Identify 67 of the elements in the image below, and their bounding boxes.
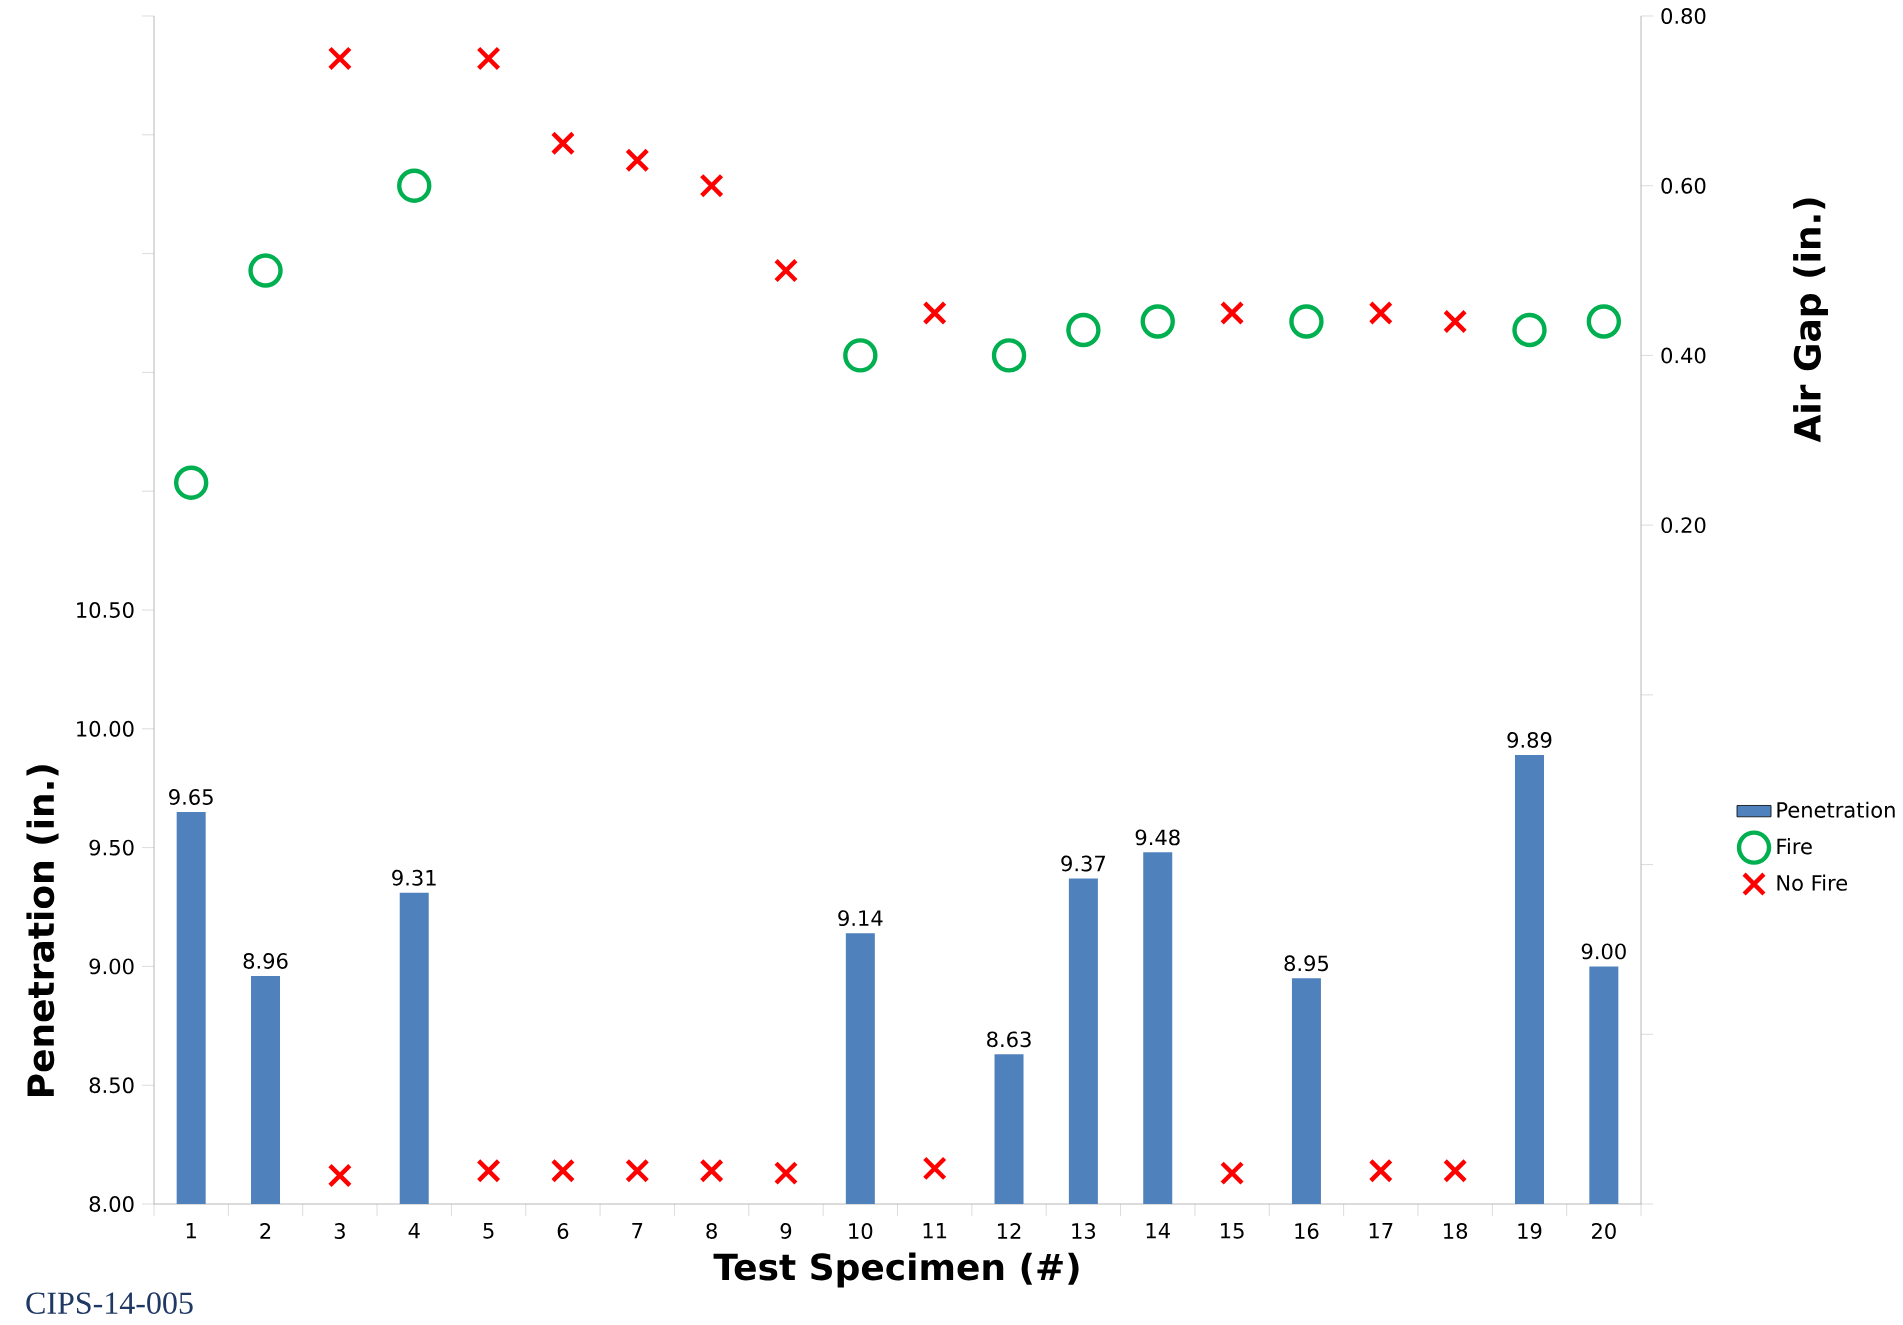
- text: CIPS-14-005: [26, 1292, 193, 1314]
- y-tick-label: 9.00: [89, 958, 134, 975]
- x-tick-label: 8: [706, 1223, 717, 1239]
- y-tick-label: 9.50: [89, 839, 134, 856]
- point: [1586, 304, 1622, 339]
- x-tick-label: 16: [1295, 1223, 1319, 1239]
- y2-axis-title: Air Gap (in.): [1793, 198, 1828, 443]
- y-axis-title: Penetration (in.): [26, 765, 59, 1096]
- point: [476, 46, 501, 71]
- data-label: 9.89: [1507, 732, 1552, 748]
- x-tick-label: 17: [1369, 1223, 1393, 1239]
- x-tick-label: 11: [923, 1223, 947, 1239]
- point: [991, 338, 1027, 373]
- data-label: 9.31: [392, 869, 436, 886]
- data-label: 9.37: [1061, 855, 1105, 872]
- data-label: 8.95: [1284, 955, 1328, 972]
- x-tick-label: 9: [780, 1223, 792, 1239]
- x-tick-label: 6: [557, 1223, 569, 1239]
- point: [625, 148, 650, 173]
- y-tick-label: 8.00: [89, 1196, 134, 1212]
- x-tick-label: 20: [1592, 1223, 1616, 1239]
- point: [248, 253, 283, 288]
- point: [173, 465, 209, 500]
- point: [1219, 300, 1245, 326]
- x-tick-label: 1: [186, 1223, 196, 1239]
- point: [1289, 304, 1324, 339]
- legend-label: No Fire: [1777, 874, 1848, 891]
- data-label: 9.00: [1581, 943, 1626, 960]
- point: [699, 173, 724, 198]
- data-label: 9.48: [1135, 829, 1180, 846]
- data-label: 8.63: [987, 1031, 1031, 1048]
- y2-tick-label: 0.20: [1661, 517, 1706, 534]
- x-tick-label: 18: [1444, 1223, 1468, 1239]
- x-tick-label: 5: [483, 1223, 494, 1239]
- point: [773, 258, 799, 283]
- point: [550, 131, 576, 156]
- data-label: 9.14: [838, 910, 883, 927]
- x-tick-label: 19: [1518, 1223, 1542, 1239]
- point: [327, 46, 352, 71]
- y-tick-label: 8.50: [89, 1077, 134, 1094]
- point: [843, 338, 878, 373]
- x-axis-title: Test Specimen (#): [713, 1252, 1079, 1288]
- point: [1368, 300, 1393, 326]
- y2-tick-label: 0.80: [1661, 8, 1706, 24]
- x-tick-label: 4: [408, 1223, 420, 1239]
- point: [1512, 312, 1547, 348]
- point: [1443, 309, 1468, 334]
- point: [397, 168, 432, 203]
- x-tick-label: 14: [1146, 1223, 1170, 1239]
- point: [922, 300, 947, 326]
- legend-label: Fire: [1777, 838, 1812, 855]
- x-tick-label: 13: [1072, 1223, 1096, 1239]
- point: [1140, 304, 1175, 339]
- x-tick-label: 2: [260, 1223, 271, 1239]
- legend-label: Penetration: [1777, 801, 1895, 818]
- point: [1066, 312, 1101, 348]
- y-tick-label: 10.50: [77, 602, 134, 618]
- x-tick-label: 3: [334, 1223, 345, 1239]
- x-tick-label: 15: [1221, 1223, 1244, 1239]
- x-tick-label: 10: [849, 1223, 873, 1239]
- data-label: 8.96: [243, 952, 288, 969]
- y2-tick-label: 0.60: [1661, 177, 1706, 194]
- y-tick-label: 10.00: [77, 720, 134, 737]
- x-tick-label: 12: [997, 1223, 1021, 1239]
- y2-tick-label: 0.40: [1661, 347, 1706, 364]
- x-tick-label: 7: [632, 1223, 643, 1239]
- data-label: 9.65: [169, 789, 213, 805]
